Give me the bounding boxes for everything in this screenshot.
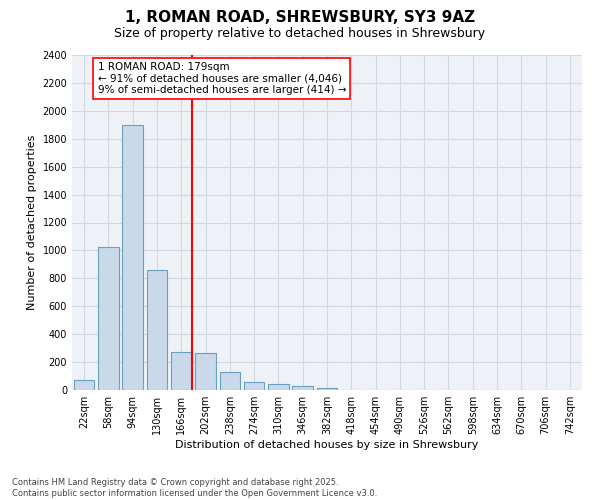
Bar [98, 247, 119, 390]
Text: 1, ROMAN ROAD, SHREWSBURY, SY3 9AZ: 1, ROMAN ROAD, SHREWSBURY, SY3 9AZ [125, 10, 475, 25]
Text: 1 ROMAN ROAD: 179sqm
← 91% of detached houses are smaller (4,046)
9% of semi-det: 1 ROMAN ROAD: 179sqm ← 91% of detached h… [97, 62, 346, 95]
Bar [146, 270, 167, 390]
Bar [74, 380, 94, 390]
Bar [268, 384, 289, 390]
Bar [171, 352, 191, 390]
Y-axis label: Number of detached properties: Number of detached properties [27, 135, 37, 310]
Bar [220, 372, 240, 390]
Bar [195, 353, 216, 390]
Bar [244, 382, 265, 390]
Text: Contains HM Land Registry data © Crown copyright and database right 2025.
Contai: Contains HM Land Registry data © Crown c… [12, 478, 377, 498]
X-axis label: Distribution of detached houses by size in Shrewsbury: Distribution of detached houses by size … [175, 440, 479, 450]
Bar [122, 125, 143, 390]
Bar [317, 388, 337, 390]
Bar [292, 386, 313, 390]
Text: Size of property relative to detached houses in Shrewsbury: Size of property relative to detached ho… [115, 28, 485, 40]
